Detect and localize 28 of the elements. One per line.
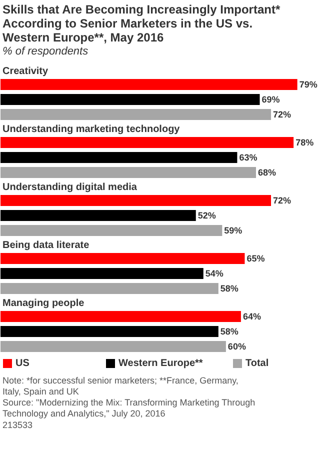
data-label: 65% <box>246 254 265 264</box>
data-label: 79% <box>299 80 318 90</box>
legend-label: Total <box>246 358 269 369</box>
data-label: 63% <box>239 152 258 162</box>
y-tick-label: Being data literate <box>2 240 90 251</box>
data-label: 64% <box>242 312 261 322</box>
data-label: 60% <box>228 342 246 352</box>
legend-label: US <box>16 358 30 369</box>
text: Note: *for successful senior marketers; **France, Germany, Italy, Spain and UK <box>2 376 238 396</box>
data-label: 59% <box>224 226 242 236</box>
y-tick-label: Understanding digital media <box>2 182 138 193</box>
data-label: 72% <box>273 196 292 206</box>
data-label: 52% <box>198 210 216 220</box>
y-tick-label: Understanding marketing technology <box>2 124 180 135</box>
data-label: 69% <box>262 94 280 104</box>
data-label: 58% <box>220 326 238 336</box>
data-label: 68% <box>258 168 276 178</box>
data-label: 78% <box>296 138 314 148</box>
y-tick-label: Managing people <box>2 298 85 309</box>
chart-title: Skills that Are Becoming Increasingly Important* According to Senior Marketers in the US vs. Western Europe**, May 2016 <box>2 2 280 44</box>
data-label: 54% <box>205 268 224 278</box>
chart-subtitle: % of respondents <box>2 46 89 58</box>
text: 213533 <box>2 420 33 430</box>
legend-label: Western Europe** <box>118 358 203 369</box>
y-tick-label: Creativity <box>2 66 49 77</box>
data-label: 58% <box>220 284 238 294</box>
source-note: Source: "Modernizing the Mix: Transforming Marketing Through Technology and Analytics," July 20, 2016 <box>2 398 256 418</box>
data-label: 72% <box>273 110 292 120</box>
